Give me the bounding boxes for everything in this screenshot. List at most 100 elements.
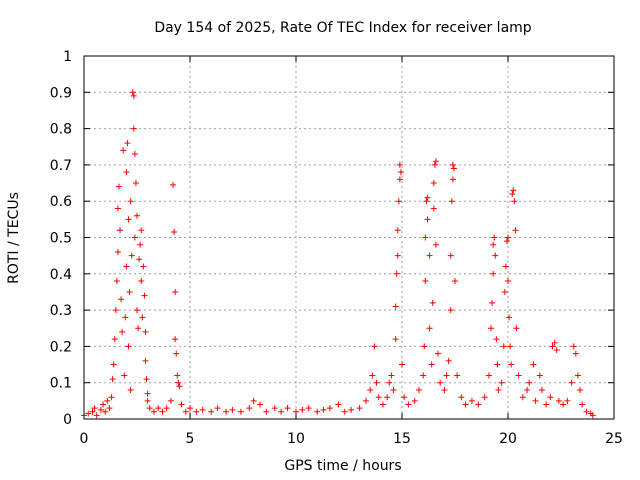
data-point [176,383,183,390]
data-point [341,408,348,415]
data-point [170,181,177,188]
data-point [396,161,403,168]
data-point [490,241,497,248]
data-point [426,325,433,332]
data-point [512,227,519,234]
data-point [392,336,399,343]
data-point [100,401,107,408]
data-point [174,372,181,379]
data-point [583,408,590,415]
data-point [129,89,136,96]
data-point [138,278,145,285]
data-point [423,198,430,205]
data-point [505,234,511,241]
data-point [515,372,522,379]
data-point [271,405,278,412]
y-tick-label: 0.1 [50,376,72,392]
data-point [579,401,586,408]
data-point [172,288,179,295]
data-point [431,161,438,168]
data-point [560,401,567,408]
data-point [278,408,285,415]
data-point [144,397,151,404]
data-point [335,401,342,408]
data-point [498,379,505,386]
data-point [547,394,554,401]
axis-ticks: 00.10.20.30.40.50.60.70.80.910 5 10 15 20 25 [50,49,623,447]
data-point [106,405,113,412]
data-point [532,397,539,404]
data-point [411,397,418,404]
data-point [159,408,166,415]
data-point [392,303,399,310]
data-point [393,270,400,277]
data-point [237,408,244,415]
data-point [506,314,513,321]
data-point [430,205,437,212]
data-point [449,161,456,168]
data-point [543,401,550,408]
data-point [397,169,404,176]
data-point [450,165,457,172]
data-point [146,405,153,412]
data-point [193,408,200,415]
data-point [386,379,393,386]
data-point [123,169,130,176]
data-point [430,180,437,187]
data-point [422,278,429,285]
data-point [475,401,482,408]
data-point [173,350,180,357]
data-point [481,394,488,401]
data-point [223,408,230,415]
data-point [142,328,149,335]
data-point [429,299,436,306]
data-point [108,394,115,401]
data-point [458,394,465,401]
data-point [127,198,134,205]
data-point [462,401,469,408]
data-point [501,288,508,295]
data-point [125,216,132,223]
chart-title: Day 154 of 2025, Rate Of TEC Index for r… [154,20,531,36]
data-point [432,241,439,248]
data-point [555,397,562,404]
y-tick-label: 0.3 [50,303,72,319]
data-point [250,397,257,404]
data-point [526,379,533,386]
x-tick-label: 15 [393,431,411,447]
data-points [81,89,596,419]
data-point [114,205,121,212]
x-tick-label: 10 [287,431,305,447]
data-point [91,405,98,412]
data-point [564,397,571,404]
data-point [263,408,270,415]
data-point [511,198,518,205]
data-point [138,227,145,234]
x-tick-label: 25 [605,431,623,447]
data-point [549,343,556,350]
data-point [326,405,333,412]
data-point [405,401,412,408]
data-point [447,307,454,314]
data-point [299,406,306,413]
data-point [155,405,162,412]
data-point [489,299,496,306]
data-point [384,394,391,401]
data-point [432,158,439,165]
data-point [394,252,401,259]
data-point [143,376,150,383]
data-point [396,176,403,183]
data-point [502,263,509,270]
data-point [390,386,397,393]
data-point [490,270,497,277]
data-point [111,336,118,343]
data-point [119,328,126,335]
data-point [117,227,124,234]
data-point [507,343,514,350]
data-point [199,406,206,413]
data-point [320,406,327,413]
data-point [488,325,495,332]
x-tick-label: 5 [186,431,195,447]
data-point [399,361,405,368]
